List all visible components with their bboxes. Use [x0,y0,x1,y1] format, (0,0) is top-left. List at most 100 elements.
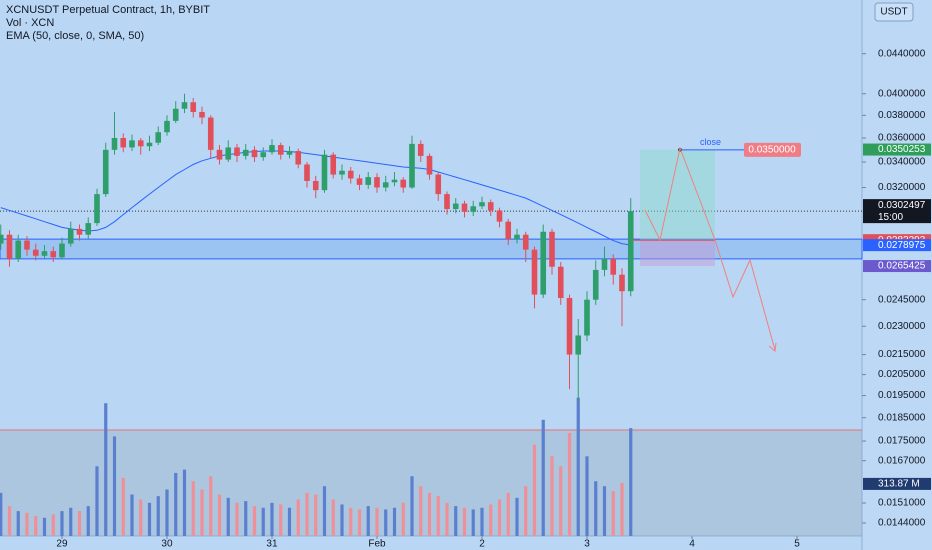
volume-bar [7,506,12,536]
currency-button[interactable] [874,2,914,22]
volume-bar [139,499,143,536]
volume-bar [436,496,440,536]
candle-body [627,211,634,292]
volume-bar [270,502,274,536]
candle-body [374,177,380,188]
y-tick-label: 0.0215000 [878,349,926,360]
candle-body [426,155,433,175]
candle-body [470,206,477,212]
y-tick-label: 0.0320000 [878,182,926,193]
y-tick-label: 0.0340000 [878,157,926,168]
legend-volume: Vol · XCN [6,17,54,29]
target-label: 0.0350253 [878,144,926,155]
target-badge [863,143,931,156]
candle-body [85,223,92,235]
candle-body [102,149,109,195]
volume-bar [524,486,528,536]
candle-body [76,228,83,235]
annotation-text: close [700,137,721,147]
candle-body [111,138,118,150]
candle-body [391,179,398,183]
volume-bar [42,517,47,536]
volume-bar [497,499,502,536]
x-tick-label: Feb [368,539,386,550]
candle-body [0,234,4,244]
volume-bar [182,469,187,536]
candle-body [566,297,573,355]
volume-bar [174,472,178,536]
candle-body [452,203,459,210]
candle-body [435,174,442,195]
x-tick-label: 2 [479,539,485,550]
volume-bar [77,511,82,536]
projection-arrow [768,342,777,352]
volume-bar [156,496,160,536]
candle-body [6,234,13,259]
volume-bar [69,507,73,536]
x-tick-label: 29 [56,539,68,550]
volume-bar [454,506,458,536]
candle-body [269,145,275,153]
volume-bar [226,497,230,536]
volume-bar [594,481,598,536]
volume-bar [576,397,580,536]
legend-ema: EMA (50, close, 0, SMA, 50) [6,30,144,42]
candle-body [479,202,485,207]
position-profit [640,149,715,241]
volume-bar [357,509,362,536]
volume-bar [165,489,169,536]
candle-body [286,151,293,155]
volume-bar [25,512,29,536]
candle-body [365,177,372,185]
candle-body [172,108,179,121]
y-tick-label: 0.0360000 [878,133,926,144]
ema-line [0,150,631,246]
projection-path [644,146,776,351]
stop-label: 0.0265425 [878,261,926,272]
candle-body [277,145,284,155]
volume-bar [532,444,537,536]
y-tick-label: 0.0400000 [878,88,926,99]
volume-bar [0,492,3,536]
x-tick-label: 3 [584,539,590,550]
candle-body [67,228,74,244]
volume-bar [629,428,633,536]
candle-body [557,266,564,298]
candle-body [321,154,328,191]
volume-bar [366,506,370,536]
last-time: 15:00 [878,212,903,223]
candle-body [94,194,100,224]
candle-body [461,203,468,212]
candle-body [496,210,503,222]
marks: close 0.0350000 [0,93,863,536]
candle-body [505,221,512,240]
candle-body [601,258,608,270]
volume-bar [209,476,213,536]
volume-bar [349,507,353,536]
volume-bar [445,502,449,536]
volume-bar [191,481,195,536]
candle-body [304,164,310,181]
candle-body [330,154,337,175]
volume-bar [620,482,624,536]
chart-title: XCNUSDT Perpetual Contract, 1h, BYBIT [6,4,210,16]
position-loss [640,240,715,267]
plot-background [0,0,862,536]
y-tick-label: 0.0205000 [878,369,926,380]
candle-body [347,170,354,179]
x-tick-label: 30 [161,539,173,550]
y-tick-label: 0.0230000 [878,321,926,332]
y-tick-label: 0.0167000 [878,455,926,466]
volume-bar [550,456,554,536]
y-tick-label: 0.0185000 [878,412,926,423]
legend: XCNUSDT Perpetual Contract, 1h, BYBIT Vo… [6,4,210,42]
candle-body [260,152,267,158]
candle-body [549,231,555,267]
y-tick-label: 0.0195000 [878,390,926,401]
candle-body [339,170,345,175]
candle-body [50,251,57,258]
candle-body [199,111,205,118]
candle-body [155,132,162,143]
annotation-badge [744,142,801,157]
candle-body [295,151,302,165]
